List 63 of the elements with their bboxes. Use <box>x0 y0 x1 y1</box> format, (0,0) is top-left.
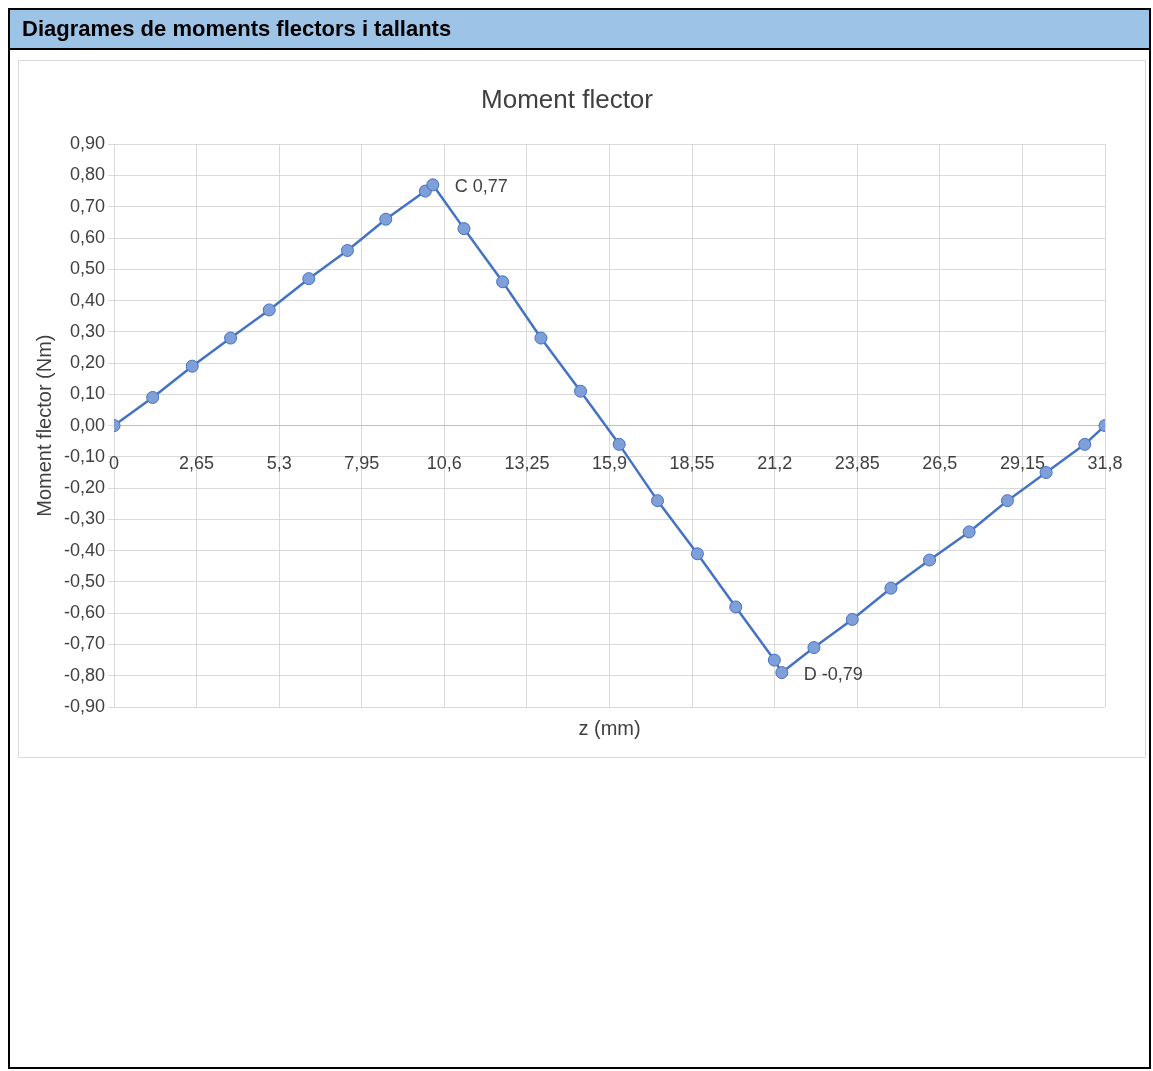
point <box>923 553 937 567</box>
x-tick-label: 18,55 <box>669 453 715 474</box>
y-tick-label: -0,10 <box>64 445 106 466</box>
point <box>651 494 664 508</box>
point <box>574 384 588 398</box>
x-tick-label: 29,15 <box>999 453 1045 474</box>
point <box>962 525 976 539</box>
x-tick-label: 0 <box>109 453 120 474</box>
x-tick-label: 5,3 <box>266 453 292 474</box>
point <box>884 581 898 595</box>
y-tick-label: 0,70 <box>69 195 106 216</box>
point <box>426 178 440 192</box>
point <box>612 437 626 451</box>
y-tick-label: 0,10 <box>69 383 106 404</box>
point <box>729 600 743 614</box>
y-tick-label: 0,00 <box>69 414 106 435</box>
chart-subtitle: Diagrames de moments flectors i tallants <box>10 10 1149 50</box>
point <box>457 222 471 236</box>
x-tick-label: 7,95 <box>344 453 380 474</box>
x-tick-label: 13,25 <box>504 453 550 474</box>
y-tick-label: -0,30 <box>64 508 106 529</box>
y-tick-label: 0,30 <box>69 320 106 341</box>
point <box>1078 437 1092 451</box>
point <box>262 303 276 317</box>
point <box>302 272 316 286</box>
y-axis-title: Moment flector (Nm) <box>32 334 55 517</box>
chart-title: Moment flector <box>481 83 654 114</box>
point <box>340 244 354 258</box>
y-tick-label: 0,50 <box>69 258 106 279</box>
x-tick-label: 31,8 <box>1087 453 1123 474</box>
x-tick-label: 15,9 <box>591 453 628 474</box>
point <box>534 331 548 345</box>
point <box>1000 494 1014 508</box>
y-tick-label: -0,70 <box>64 633 106 654</box>
y-tick-label: 0,90 <box>69 133 106 154</box>
point <box>496 275 510 289</box>
y-tick-label: 0,20 <box>69 352 106 373</box>
y-tick-label: 0,60 <box>69 226 106 247</box>
point <box>185 359 199 373</box>
x-tick-label: 23,85 <box>834 453 880 474</box>
point <box>807 641 821 655</box>
y-tick-label: 0,40 <box>69 289 106 310</box>
point <box>767 653 781 667</box>
annotation: C 0,77 <box>454 175 508 196</box>
x-tick-label: 26,5 <box>922 453 958 474</box>
y-tick-label: -0,80 <box>64 664 106 685</box>
x-tick-label: 2,65 <box>179 453 215 474</box>
x-axis-title: z (mm) <box>578 716 641 739</box>
point <box>146 390 160 404</box>
y-tick-label: -0,40 <box>64 539 106 560</box>
y-tick-label: -0,60 <box>64 602 106 623</box>
point <box>224 331 238 345</box>
point <box>775 666 789 680</box>
x-tick-label: 10,6 <box>426 453 462 474</box>
point <box>379 212 393 226</box>
y-tick-label: -0,90 <box>64 695 106 716</box>
y-tick-label: -0,20 <box>64 477 106 498</box>
y-tick-label: 0,80 <box>69 164 106 185</box>
y-tick-label: -0,50 <box>64 570 106 591</box>
point <box>690 547 704 561</box>
point <box>845 612 859 626</box>
annotation: D -0,79 <box>803 663 863 684</box>
x-tick-label: 21,2 <box>757 453 793 474</box>
